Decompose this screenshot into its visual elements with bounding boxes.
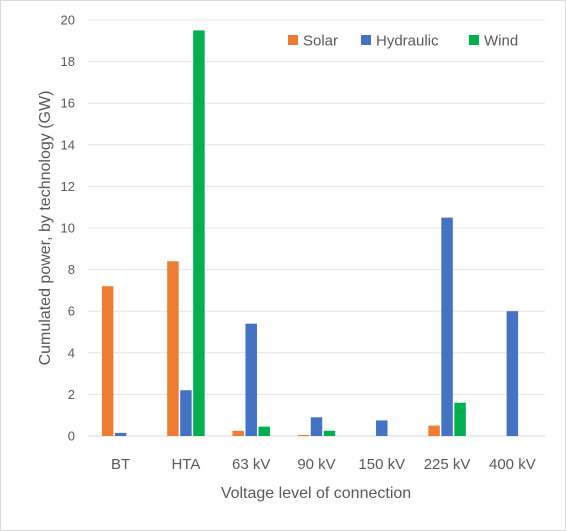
y-tick-label: 0: [68, 429, 75, 444]
y-tick-label: 4: [68, 345, 75, 360]
bar-solar-63-kv: [232, 430, 244, 436]
y-tick-label: 20: [61, 13, 75, 28]
gridlines: [88, 19, 545, 437]
bar-hydraulic-bt: [114, 432, 127, 436]
bar-wind-225-kv: [454, 402, 466, 436]
bar-solar-90-kv: [297, 434, 310, 436]
bar-hydraulic-63-kv: [245, 323, 257, 436]
bars: [101, 30, 519, 437]
y-tick-labels: 0 2 4 6 8 10 12 14 16 18 20: [61, 13, 75, 444]
x-tick-labels: BT HTA 63 kV 90 kV 150 kV 225 kV 400 kV: [111, 456, 536, 473]
bar-wind-63-kv: [258, 426, 270, 436]
legend-swatch-wind: [469, 35, 479, 45]
x-tick-label: BT: [111, 456, 130, 473]
x-tick-label: 150 kV: [358, 456, 405, 473]
y-tick-label: 2: [68, 387, 75, 402]
bar-wind-90-kv: [323, 430, 336, 436]
bar-hydraulic-90-kv: [310, 417, 323, 436]
x-tick-label: HTA: [171, 456, 200, 473]
y-tick-label: 18: [61, 54, 75, 69]
y-tick-label: 16: [61, 96, 75, 111]
legend-label-hydraulic: Hydraulic: [376, 33, 439, 50]
y-tick-label: 10: [61, 221, 75, 236]
y-axis-title: Cumulated power, by technology (GW): [37, 91, 54, 366]
x-tick-label: 63 kV: [232, 456, 270, 473]
y-tick-label: 6: [68, 304, 75, 319]
y-tick-label: 8: [68, 262, 75, 277]
x-tick-label: 90 kV: [297, 456, 335, 473]
bar-wind-hta: [193, 30, 205, 437]
bar-hydraulic-225-kv: [441, 217, 453, 436]
bar-solar-bt: [101, 286, 114, 436]
bar-solar-hta: [167, 261, 179, 436]
bar-hydraulic-150-kv: [376, 420, 388, 436]
x-tick-label: 400 kV: [489, 456, 536, 473]
legend-swatch-hydraulic: [361, 35, 371, 45]
y-tick-label: 14: [61, 137, 75, 152]
y-tick-label: 12: [61, 179, 75, 194]
bar-hydraulic-hta: [180, 390, 192, 436]
bar-hydraulic-400-kv: [506, 311, 519, 436]
x-tick-label: 225 kV: [424, 456, 471, 473]
legend: Solar Hydraulic Wind: [288, 33, 518, 50]
legend-label-solar: Solar: [303, 33, 338, 50]
bar-solar-225-kv: [428, 425, 440, 436]
x-axis-title: Voltage level of connection: [221, 485, 411, 502]
legend-label-wind: Wind: [484, 33, 518, 50]
legend-swatch-solar: [288, 35, 298, 45]
